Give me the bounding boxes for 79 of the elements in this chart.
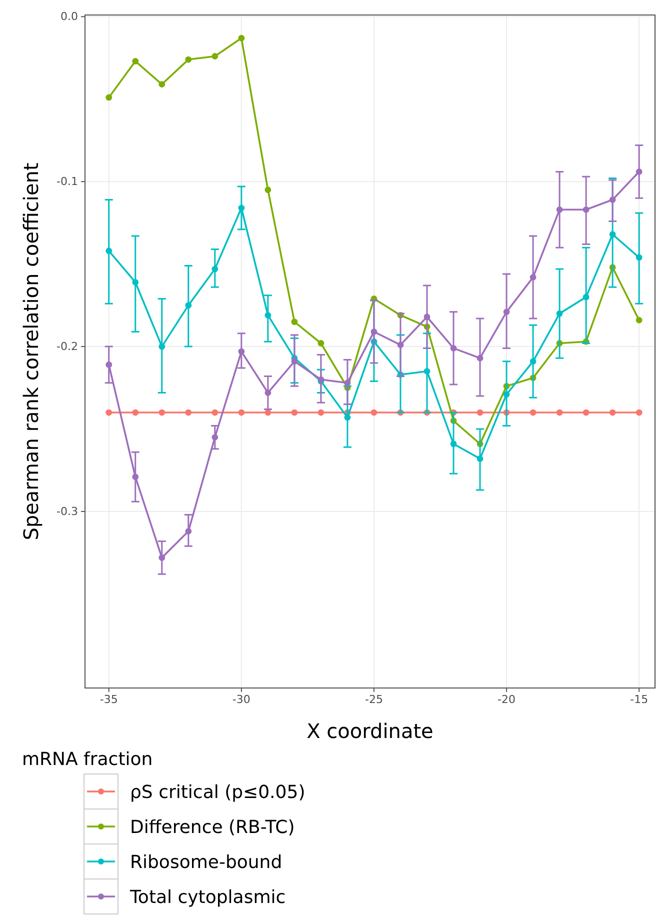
x-axis-title: X coordinate xyxy=(306,719,434,743)
point xyxy=(450,440,457,448)
point xyxy=(212,53,218,60)
point xyxy=(185,409,192,416)
legend-label: Ribosome-bound xyxy=(130,852,282,873)
point xyxy=(264,312,272,318)
legend-label: ρS critical (p≤0.05) xyxy=(130,782,306,803)
point xyxy=(158,343,166,350)
point xyxy=(609,231,616,238)
point xyxy=(344,380,351,386)
point xyxy=(530,409,536,416)
legend-label: Difference (RB-TC) xyxy=(130,817,295,838)
point xyxy=(264,186,272,194)
x-tick-label: -35 xyxy=(100,692,118,706)
point xyxy=(318,409,324,416)
point xyxy=(212,409,218,416)
point xyxy=(556,310,563,317)
x-tick-label: -30 xyxy=(232,692,250,706)
legend-label: Total cytoplasmic xyxy=(129,887,286,908)
point xyxy=(158,409,166,416)
point xyxy=(158,554,166,561)
y-tick-label: -0.3 xyxy=(56,505,78,518)
point xyxy=(238,204,245,212)
point xyxy=(106,248,112,254)
point xyxy=(318,340,324,346)
legend-title: mRNA fraction xyxy=(22,749,153,770)
point xyxy=(370,328,378,335)
point xyxy=(582,206,590,213)
point xyxy=(370,409,378,416)
x-tick-label: -25 xyxy=(364,692,383,706)
point xyxy=(158,81,166,88)
point xyxy=(476,354,484,362)
point xyxy=(106,94,112,101)
point xyxy=(397,342,404,348)
point xyxy=(132,279,139,286)
point xyxy=(424,314,430,320)
point xyxy=(636,316,642,324)
point xyxy=(132,58,139,64)
point xyxy=(238,348,245,355)
point xyxy=(476,409,484,416)
point xyxy=(609,196,616,203)
point xyxy=(636,409,642,416)
y-axis-title: Spearman rank correlation coefficient xyxy=(19,162,43,540)
point xyxy=(609,409,616,416)
point xyxy=(264,390,272,396)
point xyxy=(106,409,112,416)
point xyxy=(238,409,245,416)
point xyxy=(264,409,272,416)
point xyxy=(556,206,563,213)
point xyxy=(185,528,192,534)
point xyxy=(530,274,536,280)
point xyxy=(582,409,590,416)
x-tick-label: -20 xyxy=(498,692,516,706)
point xyxy=(344,414,351,421)
point xyxy=(450,345,457,352)
point xyxy=(106,361,112,368)
point xyxy=(582,294,590,300)
x-tick-label: -15 xyxy=(630,692,648,706)
y-tick-label: -0.2 xyxy=(56,340,78,354)
point xyxy=(212,434,218,440)
point xyxy=(530,358,536,365)
point xyxy=(503,391,510,398)
point xyxy=(291,318,298,326)
point xyxy=(185,302,192,309)
point xyxy=(636,254,642,261)
point xyxy=(476,456,484,462)
point xyxy=(132,474,139,480)
point xyxy=(212,266,218,272)
point xyxy=(636,168,642,175)
point xyxy=(556,409,563,416)
y-tick-label: 0.0 xyxy=(60,10,78,24)
y-tick-label: -0.1 xyxy=(56,175,78,188)
point xyxy=(291,358,298,365)
point xyxy=(185,56,192,63)
point xyxy=(503,308,510,316)
point xyxy=(424,368,430,374)
point xyxy=(238,34,245,42)
point xyxy=(291,409,298,416)
point xyxy=(132,409,139,416)
